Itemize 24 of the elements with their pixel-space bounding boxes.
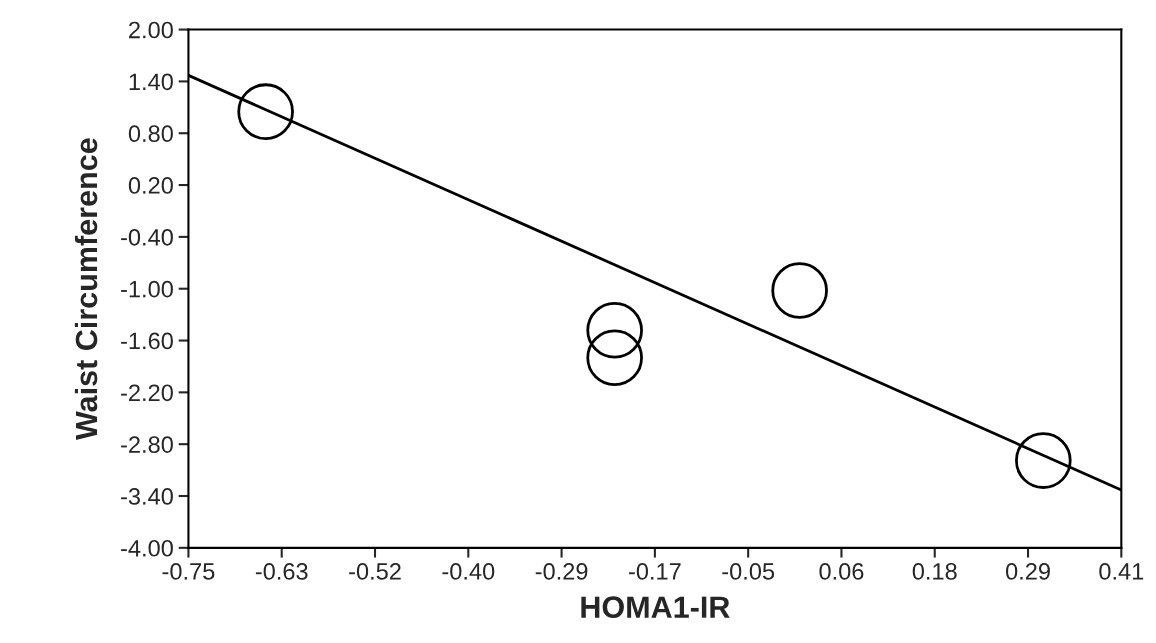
y-axis-title: Waist Circumference: [74, 138, 98, 441]
x-tick-label: -0.63: [255, 563, 308, 580]
y-tick-label: 2.00: [129, 21, 173, 39]
x-axis-title: HOMA1-IR: [581, 596, 730, 618]
y-tick-label: 1.40: [129, 73, 173, 91]
x-tick-label: -0.05: [722, 563, 775, 580]
x-tick-label: -0.40: [442, 563, 495, 580]
x-tick-label: 0.06: [819, 563, 864, 580]
x-tick-label: -0.75: [162, 563, 215, 580]
x-tick-label: 0.29: [1005, 563, 1050, 580]
y-tick-label: -2.20: [121, 384, 173, 402]
x-tick-label: 0.41: [1099, 563, 1144, 580]
y-tick-label: -1.60: [121, 332, 173, 350]
x-tick-label: -0.17: [629, 563, 681, 580]
y-tick-label: -1.00: [121, 280, 173, 298]
y-tick-label: -3.40: [121, 488, 173, 505]
x-tick-label: -0.52: [349, 563, 401, 580]
y-tick-label: -2.80: [121, 436, 173, 453]
y-tick-label: -0.40: [121, 228, 173, 246]
x-tick-label: 0.18: [912, 563, 957, 580]
x-tick-label: -0.29: [535, 563, 588, 580]
y-tick-label: 0.80: [128, 125, 173, 143]
y-tick-label: -4.00: [121, 539, 173, 557]
y-tick-label: 0.20: [128, 177, 173, 194]
